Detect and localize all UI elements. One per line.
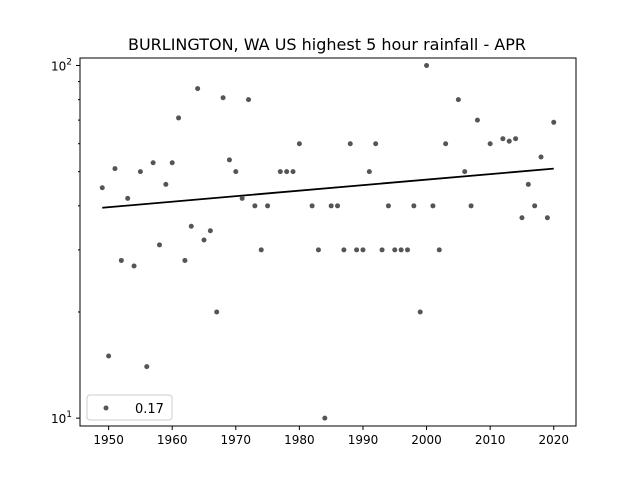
data-point [182,257,188,263]
data-point [163,181,169,187]
x-tick-label: 2000 [411,433,442,447]
x-tick-label: 1980 [284,433,315,447]
data-point [417,309,423,315]
data-point [354,247,360,253]
y-tick-label: 101 [51,410,72,426]
data-point [106,353,112,359]
data-point [169,160,175,166]
trend-line [102,167,554,209]
data-point [195,86,201,92]
data-point [538,154,544,160]
data-point [290,169,296,175]
data-point [125,195,131,201]
data-point [532,203,538,209]
data-point [500,136,506,142]
data-point [296,141,302,147]
y-axis: 101 102 [51,57,80,426]
data-point [398,247,404,253]
data-point [513,136,519,142]
data-point [385,203,391,209]
data-point [99,185,105,191]
data-point [392,247,398,253]
data-point [112,166,118,172]
x-tick-label: 1990 [348,433,379,447]
data-point [322,415,328,421]
data-point [506,138,512,144]
data-point [214,309,220,315]
data-point [436,247,442,253]
data-point [487,141,493,147]
legend-label: 0.17 [135,402,164,417]
data-point [328,203,334,209]
x-tick-label: 2010 [475,433,506,447]
data-point [379,247,385,253]
data-point [430,203,436,209]
data-points [99,62,557,421]
y-tick-label: 102 [51,57,72,73]
data-point [404,247,410,253]
data-point [150,160,156,166]
data-point [315,247,321,253]
data-point [131,263,137,269]
data-point [277,169,283,175]
data-point [220,95,226,101]
data-point [188,223,194,229]
chart-title: BURLINGTON, WA US highest 5 hour rainfal… [128,35,526,54]
x-tick-label: 2020 [538,433,569,447]
data-point [347,141,353,147]
data-point [284,169,290,175]
data-point [258,247,264,253]
legend-box [86,394,173,421]
data-point [176,115,182,121]
data-point [156,242,162,248]
data-point [525,181,531,187]
data-point [373,141,379,147]
data-point [144,364,150,370]
data-point [455,97,461,103]
data-point [309,203,315,209]
data-point [207,228,213,234]
x-tick-label: 1970 [221,433,252,447]
data-point [252,203,258,209]
data-point [335,203,341,209]
data-point [468,203,474,209]
data-point [265,203,271,209]
data-point [201,237,207,243]
data-point [544,215,550,221]
legend-marker [103,405,109,411]
data-point [366,169,372,175]
x-axis: 1950 1960 1970 1980 1990 2000 2010 2020 [93,426,569,447]
legend: 0.17 [86,394,173,421]
data-point [360,247,366,253]
data-point [118,257,124,263]
data-point [462,169,468,175]
data-point [341,247,347,253]
data-point [137,169,143,175]
data-point [411,203,417,209]
data-point [424,62,430,68]
data-point [519,215,525,221]
data-point [233,169,239,175]
data-point [474,117,480,123]
data-point [551,119,557,125]
data-point [239,195,245,201]
x-tick-label: 1950 [93,433,124,447]
data-point [246,97,252,103]
data-point [443,141,449,147]
plot-frame [79,57,577,427]
data-point [226,157,232,163]
x-tick-label: 1960 [157,433,188,447]
